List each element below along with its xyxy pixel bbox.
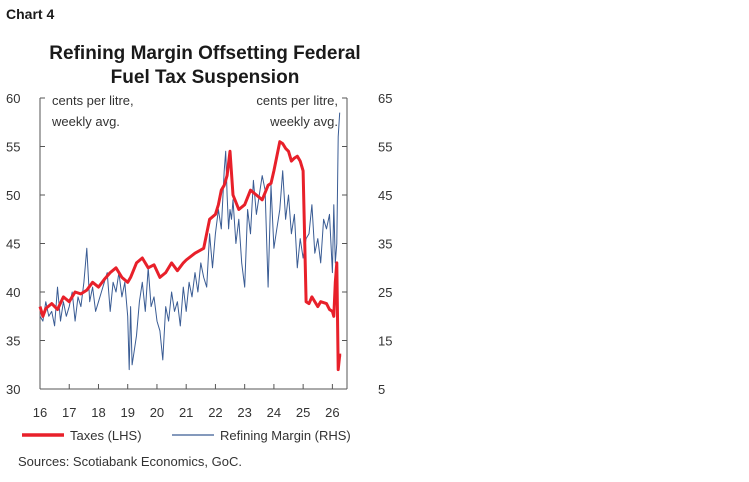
x-tick-label: 18 xyxy=(91,405,105,420)
x-tick-label: 21 xyxy=(179,405,193,420)
x-tick-label: 22 xyxy=(208,405,222,420)
right-tick-label: 35 xyxy=(378,237,392,252)
x-tick-label: 23 xyxy=(237,405,251,420)
legend-label-taxes: Taxes (LHS) xyxy=(70,428,142,443)
right-tick-label: 45 xyxy=(378,188,392,203)
left-tick-label: 50 xyxy=(6,188,20,203)
legend-label-margin: Refining Margin (RHS) xyxy=(220,428,351,443)
x-tick-label: 24 xyxy=(267,405,281,420)
chart-ticks: 30 35 40 45 50 55 60 5 15 25 35 45 55 65 16 17 18 19 20 21 2… xyxy=(6,91,392,420)
x-tick-label: 17 xyxy=(62,405,76,420)
source-note: Sources: Scotiabank Economics, GoC. xyxy=(18,454,242,469)
series-line-refining-margin xyxy=(39,112,341,371)
right-tick-label: 5 xyxy=(378,382,385,397)
left-tick-label: 45 xyxy=(6,237,20,252)
x-tick-label: 26 xyxy=(325,405,339,420)
left-axis-label-line-2: weekly avg. xyxy=(51,114,120,129)
right-tick-label: 25 xyxy=(378,285,392,300)
right-tick-label: 15 xyxy=(378,334,392,349)
left-axis-label-line-1: cents per litre, xyxy=(52,93,134,108)
left-tick-label: 60 xyxy=(6,91,20,106)
right-tick-label: 55 xyxy=(378,140,392,155)
left-tick-label: 55 xyxy=(6,140,20,155)
x-tick-label: 25 xyxy=(296,405,310,420)
chart-title-line-2: Fuel Tax Suspension xyxy=(110,67,300,88)
x-tick-label: 19 xyxy=(120,405,134,420)
right-tick-label: 65 xyxy=(378,91,392,106)
chart-title-line-1: Refining Margin Offsetting Federal xyxy=(49,43,361,64)
left-tick-label: 40 xyxy=(6,285,20,300)
series-layer xyxy=(38,112,342,372)
right-axis-label-line-1: cents per litre, xyxy=(256,93,338,108)
x-tick-label: 16 xyxy=(33,405,47,420)
right-axis-label-line-2: weekly avg. xyxy=(269,114,338,129)
left-tick-label: 35 xyxy=(6,334,20,349)
left-tick-label: 30 xyxy=(6,382,20,397)
series-line-taxes xyxy=(38,140,342,372)
x-tick-label: 20 xyxy=(150,405,164,420)
chart-label: Chart 4 xyxy=(6,6,55,22)
